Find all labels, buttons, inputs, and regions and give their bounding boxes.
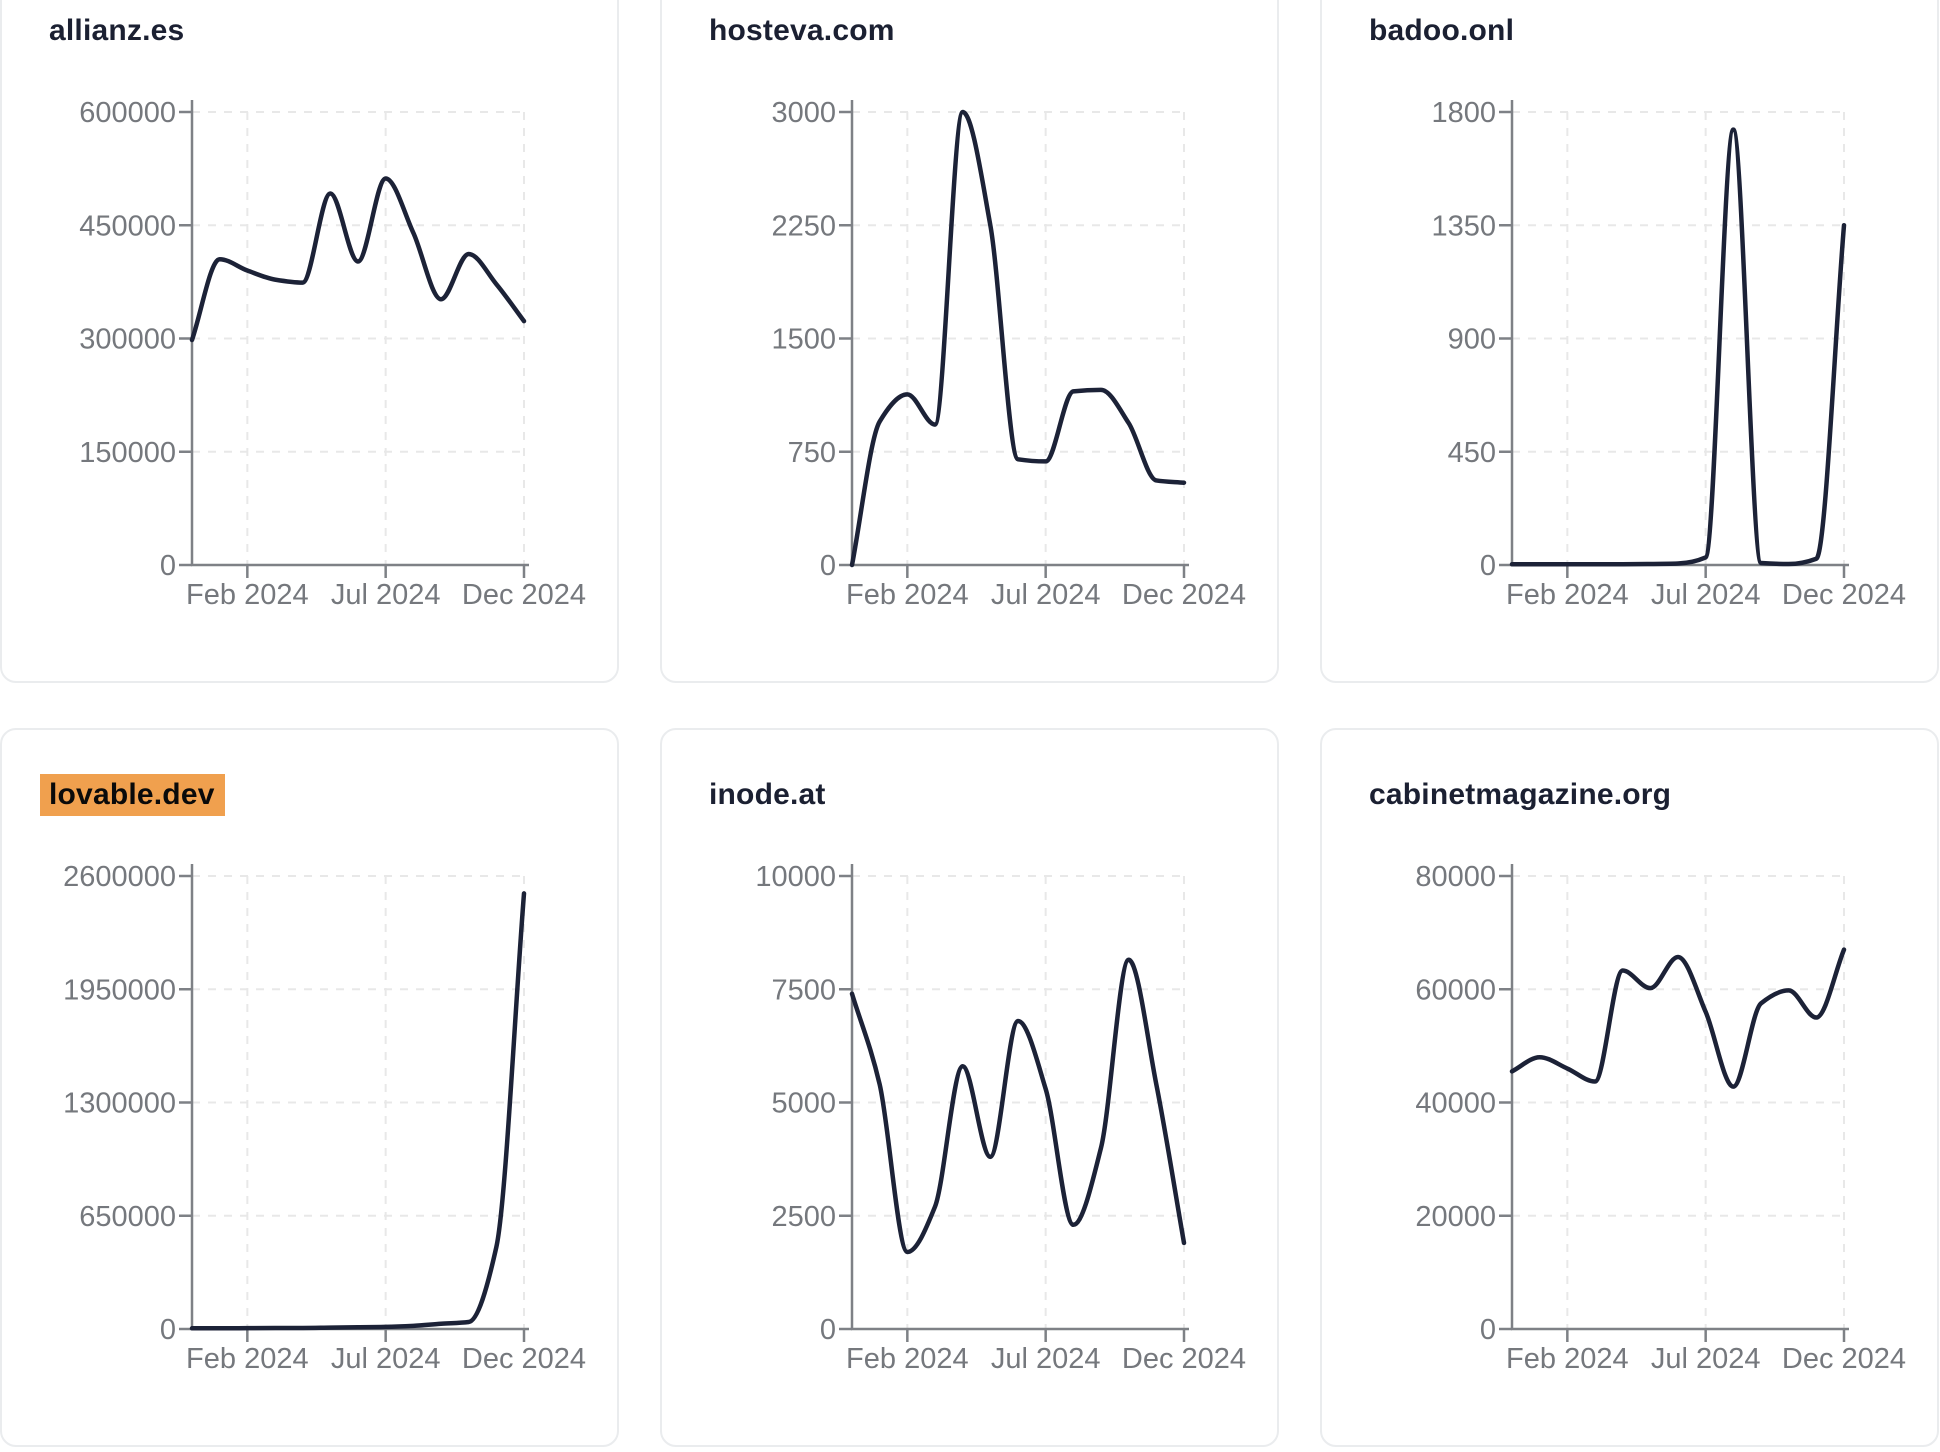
- x-axis-tick-label: Dec 2024: [462, 1343, 586, 1375]
- y-axis-tick-label: 80000: [1415, 861, 1496, 893]
- card-title-row: inode.at: [709, 776, 1277, 814]
- y-axis-tick-label: 60000: [1415, 974, 1496, 1006]
- x-axis-tick-label: Dec 2024: [462, 579, 586, 611]
- y-axis-tick-label: 450000: [79, 210, 176, 242]
- y-axis-tick-label: 0: [820, 550, 836, 582]
- y-axis-tick-label: 2250: [771, 210, 836, 242]
- line-chart-svg: 10000 7500 5000 2500 0 Feb 2024 Jul 2024 Dec 20…: [755, 861, 1246, 1375]
- chart-title-highlighted: lovable.dev: [40, 774, 225, 816]
- y-axis-tick-label: 750: [788, 437, 836, 469]
- y-axis-tick-label: 3000: [771, 97, 836, 129]
- y-axis-tick-label: 0: [160, 1314, 176, 1346]
- y-axis-tick-label: 1800: [1431, 97, 1496, 129]
- card-title-row: allianz.es: [49, 12, 617, 50]
- y-axis-tick-label: 150000: [79, 437, 176, 469]
- x-axis-tick-label: Feb 2024: [846, 579, 969, 611]
- series-line: [189, 176, 527, 343]
- y-axis-tick-label: 600000: [79, 97, 176, 129]
- y-axis-tick-label: 2500: [771, 1201, 836, 1233]
- chart-title: inode.at: [709, 778, 826, 811]
- y-axis-tick-label: 1300000: [63, 1088, 176, 1120]
- x-axis-tick-label: Dec 2024: [1122, 1343, 1246, 1375]
- x-axis-tick-label: Feb 2024: [186, 579, 309, 611]
- x-axis-tick-label: Dec 2024: [1782, 579, 1906, 611]
- y-axis-tick-label: 0: [1480, 1314, 1496, 1346]
- x-axis-tick-label: Feb 2024: [846, 1343, 969, 1375]
- x-axis-tick-label: Jul 2024: [331, 1343, 441, 1375]
- x-axis-tick-label: Jul 2024: [991, 1343, 1101, 1375]
- y-axis-tick-label: 10000: [755, 861, 836, 893]
- chart-title: badoo.onl: [1369, 14, 1515, 47]
- y-axis-tick-label: 0: [820, 1314, 836, 1346]
- x-axis-tick-label: Feb 2024: [1506, 1343, 1629, 1375]
- y-axis-tick-label: 20000: [1415, 1201, 1496, 1233]
- chart-card[interactable]: inode.at 10000 7500 5000 2500 0 Feb 2024 Jul 20…: [660, 728, 1279, 1447]
- x-axis-tick-label: Jul 2024: [331, 579, 441, 611]
- series-line: [849, 957, 1187, 1255]
- y-axis-tick-label: 1950000: [63, 974, 176, 1006]
- y-axis-tick-label: 7500: [771, 974, 836, 1006]
- card-title-row: badoo.onl: [1369, 12, 1937, 50]
- chart-title: cabinetmagazine.org: [1369, 778, 1672, 811]
- y-axis-tick-label: 0: [1480, 550, 1496, 582]
- x-axis-tick-label: Feb 2024: [186, 1343, 309, 1375]
- chart-title: allianz.es: [49, 14, 185, 47]
- x-axis-tick-label: Jul 2024: [991, 579, 1101, 611]
- chart-card[interactable]: badoo.onl 1800 1350 900 450 0 Feb 2024 Jul 2024…: [1320, 0, 1939, 683]
- y-axis-tick-label: 1350: [1431, 210, 1496, 242]
- y-axis-tick-label: 300000: [79, 324, 176, 356]
- x-axis-tick-label: Jul 2024: [1651, 1343, 1761, 1375]
- x-axis-tick-label: Dec 2024: [1122, 579, 1246, 611]
- y-axis-tick-label: 450: [1448, 437, 1496, 469]
- chart-card[interactable]: cabinetmagazine.org 80000 60000 40000 20000 0…: [1320, 728, 1939, 1447]
- series-line: [189, 891, 527, 1331]
- y-axis-tick-label: 0: [160, 550, 176, 582]
- y-axis-tick-label: 900: [1448, 324, 1496, 356]
- series-line: [1509, 947, 1847, 1089]
- chart-card[interactable]: lovable.dev 2600000 1950000 1300000 650000 0 F…: [0, 728, 619, 1447]
- y-axis-tick-label: 2600000: [63, 861, 176, 893]
- y-axis-tick-label: 650000: [79, 1201, 176, 1233]
- x-axis-tick-label: Dec 2024: [1782, 1343, 1906, 1375]
- line-chart-svg: 600000 450000 300000 150000 0 Feb 2024 Jul 202…: [79, 97, 586, 611]
- y-axis-tick-label: 40000: [1415, 1088, 1496, 1120]
- line-chart-svg: 3000 2250 1500 750 0 Feb 2024 Jul 2024 Dec 2024: [771, 97, 1246, 611]
- line-chart-svg: 2600000 1950000 1300000 650000 0 Feb 2024 Jul …: [63, 861, 586, 1375]
- card-title-row: hosteva.com: [709, 12, 1277, 50]
- chart-card[interactable]: hosteva.com 3000 2250 1500 750 0 Feb 2024 Jul 2…: [660, 0, 1279, 683]
- y-axis-tick-label: 1500: [771, 324, 836, 356]
- card-title-row: lovable.dev: [40, 774, 617, 816]
- x-axis-tick-label: Jul 2024: [1651, 579, 1761, 611]
- card-title-row: cabinetmagazine.org: [1369, 776, 1937, 814]
- chart-title: hosteva.com: [709, 14, 895, 47]
- line-chart-svg: 80000 60000 40000 20000 0 Feb 2024 Jul 2024 Dec…: [1415, 861, 1906, 1375]
- series-line: [1509, 127, 1847, 567]
- series-line: [849, 109, 1187, 568]
- line-chart-svg: 1800 1350 900 450 0 Feb 2024 Jul 2024 Dec 2024: [1431, 97, 1906, 611]
- y-axis-tick-label: 5000: [771, 1088, 836, 1120]
- chart-card[interactable]: allianz.es 600000 450000 300000 150000 0 Feb 2…: [0, 0, 619, 683]
- x-axis-tick-label: Feb 2024: [1506, 579, 1629, 611]
